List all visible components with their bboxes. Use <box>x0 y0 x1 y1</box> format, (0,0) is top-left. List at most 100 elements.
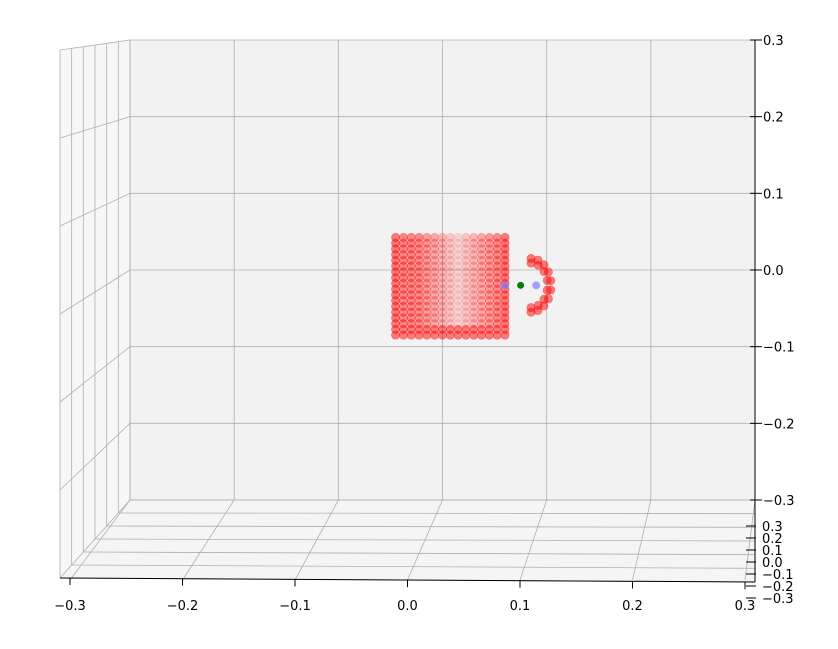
mug-point <box>398 261 408 271</box>
mug-point <box>477 319 487 329</box>
mug-handle-point <box>542 285 552 295</box>
mug-point <box>422 278 432 288</box>
mug-point <box>453 244 463 254</box>
mug-point <box>445 273 455 283</box>
mug-point <box>437 250 447 260</box>
mug-point <box>414 278 424 288</box>
mug-point <box>414 273 424 283</box>
mug-point <box>406 290 416 300</box>
mug-point <box>437 301 447 311</box>
mug-point <box>437 290 447 300</box>
mug-point <box>469 284 479 294</box>
mug-point <box>414 301 424 311</box>
mug-point <box>469 255 479 265</box>
grid-line <box>182 499 235 581</box>
mug-point <box>445 232 455 242</box>
mug-point <box>406 296 416 306</box>
mug-point <box>414 284 424 294</box>
mug-point <box>430 296 440 306</box>
mug-point <box>437 273 447 283</box>
z-tick-label: −0.2 <box>763 417 795 432</box>
mug-point <box>469 307 479 317</box>
mug-point <box>492 232 502 242</box>
mug-point <box>477 278 487 288</box>
mug-point <box>430 238 440 248</box>
floor-pane <box>60 500 755 582</box>
mug-point <box>484 250 494 260</box>
mug-point <box>422 255 432 265</box>
mug-point <box>469 244 479 254</box>
mug-point <box>445 307 455 317</box>
mug-point <box>469 319 479 329</box>
mug-point <box>406 307 416 317</box>
mug-point <box>484 261 494 271</box>
mug-point <box>453 319 463 329</box>
mug-point <box>461 278 471 288</box>
mug-point <box>461 255 471 265</box>
mug-handle-point <box>542 275 552 285</box>
y-tick-label: 0.1 <box>762 544 783 559</box>
mug-point <box>477 307 487 317</box>
mug-point <box>430 319 440 329</box>
mug-point <box>461 301 471 311</box>
mug-point <box>453 290 463 300</box>
mug-point <box>430 301 440 311</box>
mug-point <box>477 261 487 271</box>
mug-point <box>453 313 463 323</box>
mug-point <box>437 313 447 323</box>
mug-point <box>414 267 424 277</box>
mug-point <box>484 232 494 242</box>
mug-point <box>437 319 447 329</box>
grid-line <box>632 499 652 581</box>
mug-point <box>469 232 479 242</box>
mug-point <box>477 232 487 242</box>
mug-point <box>469 273 479 283</box>
mug-point <box>414 244 424 254</box>
mug-point <box>453 278 463 288</box>
mug-point <box>414 250 424 260</box>
mug-point <box>406 284 416 294</box>
axis-lines <box>59 39 762 599</box>
mug-point <box>414 296 424 306</box>
mug-handle-point <box>539 266 549 276</box>
mug-point <box>406 250 416 260</box>
mug-point <box>484 307 494 317</box>
mug-point <box>422 250 432 260</box>
mug-point <box>422 238 432 248</box>
mug-point <box>414 232 424 242</box>
mug-point <box>461 307 471 317</box>
mug-point <box>477 301 487 311</box>
grid-line <box>519 499 548 581</box>
mug-point <box>477 244 487 254</box>
mug-point <box>406 261 416 271</box>
mug-point <box>445 319 455 329</box>
mug-point <box>398 267 408 277</box>
y-tick-label: −0.1 <box>762 568 794 583</box>
mug-point <box>414 290 424 300</box>
mug-point <box>414 313 424 323</box>
mug-point <box>445 313 455 323</box>
mug-point <box>469 267 479 277</box>
y-tick-label: 0.3 <box>762 520 783 535</box>
mug-point <box>445 290 455 300</box>
mug-point <box>453 284 463 294</box>
mug-point <box>484 267 494 277</box>
mug-point <box>484 296 494 306</box>
mug-point <box>422 319 432 329</box>
mug-point <box>422 267 432 277</box>
mug-point <box>461 261 471 271</box>
z-tick-label: 0.3 <box>763 34 784 49</box>
mug-point <box>469 296 479 306</box>
x-tick-label: −0.1 <box>279 599 311 614</box>
mug-point <box>477 273 487 283</box>
mug-point <box>469 290 479 300</box>
mug-point <box>469 250 479 260</box>
contact-point <box>532 281 541 290</box>
mug-point <box>398 278 408 288</box>
grid-line <box>294 499 339 581</box>
mug-point <box>445 296 455 306</box>
mug-point <box>398 307 408 317</box>
mug-point <box>461 290 471 300</box>
mug-point <box>437 238 447 248</box>
